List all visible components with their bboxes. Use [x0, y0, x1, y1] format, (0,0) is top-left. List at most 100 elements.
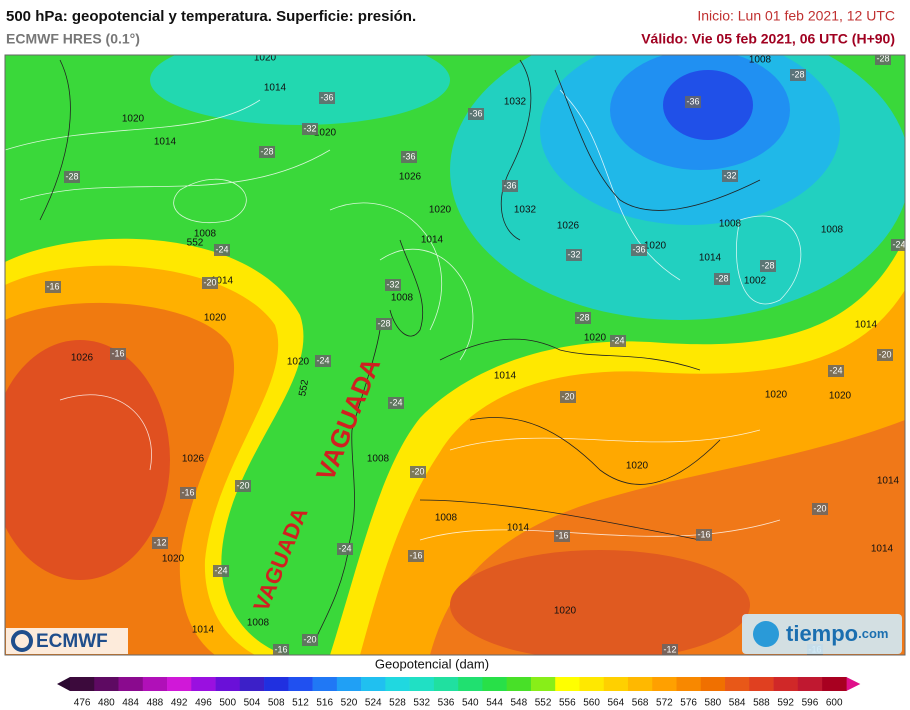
colorbar-tick-label: 504	[244, 698, 261, 709]
colorbar-tick-label: 492	[171, 698, 188, 709]
colorbar-tick-label: 476	[74, 698, 91, 709]
logo-text: tiempo	[786, 621, 858, 646]
temperature-label: -28	[791, 69, 804, 79]
temperature-label: -24	[611, 335, 624, 345]
colorbar-swatch	[506, 677, 532, 691]
pressure-label: 1026	[71, 353, 94, 364]
colorbar-swatch	[603, 677, 629, 691]
temperature-box	[319, 92, 335, 104]
colorbar-tick-label: 596	[802, 698, 819, 709]
colorbar-swatch	[652, 677, 677, 691]
colorbar-tick-label: 580	[705, 698, 722, 709]
temperature-box	[877, 349, 893, 361]
init-time: Inicio: Lun 01 feb 2021, 12 UTC	[697, 8, 895, 24]
temperature-label: -16	[555, 530, 568, 540]
colorbar-tick-label: 532	[413, 698, 430, 709]
colorbar-tick-label: 548	[510, 698, 527, 709]
temperature-label: -32	[386, 279, 399, 289]
temperature-box	[410, 466, 426, 478]
temperature-box	[376, 318, 392, 330]
pressure-label: 1020	[554, 606, 577, 617]
logo-ecmwf: ECMWF	[36, 631, 108, 652]
field	[450, 550, 750, 655]
pressure-label: 1026	[182, 454, 205, 465]
temperature-label: -36	[320, 92, 333, 102]
temperature-box	[388, 397, 404, 409]
temperature-label: -36	[632, 244, 645, 254]
temperature-box	[235, 480, 251, 492]
temperature-box	[875, 55, 891, 65]
colorbar-tick-label: 516	[316, 698, 333, 709]
pressure-label: 1020	[204, 313, 227, 324]
pressure-label: 1008	[391, 293, 414, 304]
pressure-label: 1020	[429, 205, 452, 216]
temperature-label: -24	[214, 565, 227, 575]
temperature-box	[259, 146, 275, 158]
temperature-box	[401, 151, 417, 163]
temperature-label: -12	[153, 537, 166, 547]
colorbar-tick-label: 552	[535, 698, 552, 709]
colorbar-under	[57, 677, 70, 691]
temperature-box	[566, 249, 582, 261]
colorbar-swatch	[215, 677, 241, 691]
pressure-label: 1014	[211, 276, 234, 287]
colorbar-tick-label: 496	[195, 698, 212, 709]
colorbar-tick-label: 568	[632, 698, 649, 709]
pressure-label: 1026	[557, 221, 580, 232]
temperature-label: -24	[338, 543, 351, 553]
colorbar-tick-label: 480	[98, 698, 115, 709]
temperature-label: -16	[274, 644, 287, 654]
temperature-box	[110, 348, 126, 360]
temperature-box	[560, 391, 576, 403]
colorbar-tick-label: 592	[777, 698, 794, 709]
colorbar-label: Geopotencial (dam)	[375, 656, 489, 671]
labels: 1020 1014 1020 1014 1020 1026 1032 1020 1014 1032…	[45, 53, 905, 655]
map-frame	[4, 54, 906, 656]
temperature-box	[213, 565, 229, 577]
colorbar-tick-label: 584	[729, 698, 746, 709]
colorbar-tick-label: 556	[559, 698, 576, 709]
title: 500 hPa: geopotencial y temperatura. Sup…	[6, 8, 416, 25]
temperature-label: -28	[260, 146, 273, 156]
pressure-label: 1002	[744, 276, 767, 287]
pressure-label: 1008	[821, 225, 844, 236]
pressure-label: 1020	[122, 114, 145, 125]
logo-icon	[753, 621, 779, 647]
temperature-label: -28	[876, 53, 889, 63]
map: 1020 1014 1020 1014 1020 1026 1032 1020 1014 1032…	[4, 53, 906, 656]
colorbar-tick-label: 544	[486, 698, 503, 709]
temperature-label: -36	[402, 151, 415, 161]
colorbar-tick-label: 512	[292, 698, 309, 709]
pressure-label: 1020	[829, 391, 852, 402]
temperature-box	[202, 277, 218, 289]
pressure-label: 1020	[765, 390, 788, 401]
colorbar-swatch	[239, 677, 265, 691]
temperature-label: -36	[686, 96, 699, 106]
colorbar-swatch	[555, 677, 580, 691]
pressure-label: 1014	[871, 544, 894, 555]
logo-box	[742, 614, 902, 654]
pressure-label: 1020	[314, 128, 337, 139]
temperature-label: -20	[203, 277, 216, 287]
temperature-label: -16	[409, 550, 422, 560]
colorbar-tick-label: 524	[365, 698, 382, 709]
temperature-box	[214, 244, 230, 256]
temperature-label: -28	[761, 260, 774, 270]
colorbar-tick-label: 484	[122, 698, 139, 709]
temperature-box	[790, 69, 806, 81]
pressure-label: 1014	[154, 137, 177, 148]
colorbar-tick-label: 572	[656, 698, 673, 709]
temperature-box	[315, 355, 331, 367]
colorbar-swatch	[70, 677, 95, 691]
pressure-label: 1020	[162, 554, 185, 565]
temperature-box	[828, 365, 844, 377]
temperature-box	[337, 543, 353, 555]
coastline	[39, 59, 761, 641]
temperature-box	[408, 550, 424, 562]
temperature-label: -16	[697, 529, 710, 539]
pressure-label: 1014	[192, 625, 215, 636]
temperature-label: -16	[181, 487, 194, 497]
colorbar-swatch	[142, 677, 168, 691]
pressure-label: 1032	[514, 205, 537, 216]
field	[150, 55, 450, 125]
